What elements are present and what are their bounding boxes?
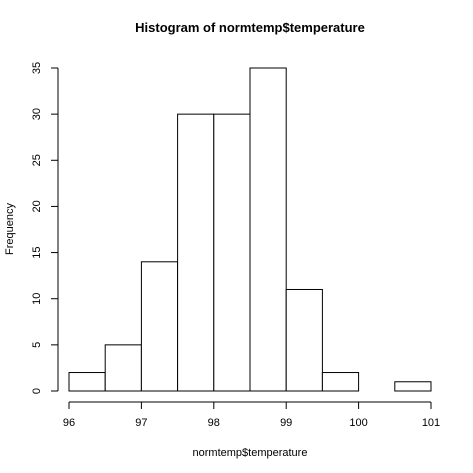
- histogram-bar-0: [68, 372, 106, 392]
- x-tick-label-5: 101: [422, 417, 440, 429]
- bars-group: [68, 67, 432, 392]
- y-tick-label-4: 20: [31, 200, 43, 212]
- y-tick-label-7: 35: [31, 62, 43, 74]
- y-tick-label-6: 30: [31, 108, 43, 120]
- y-tick-label-2: 10: [31, 293, 43, 305]
- histogram-bar-7: [321, 372, 360, 392]
- x-tick-label-1: 97: [135, 417, 147, 429]
- y-tick-label-5: 25: [31, 154, 43, 166]
- x-tick-label-0: 96: [63, 417, 75, 429]
- x-tick-label-2: 98: [208, 417, 220, 429]
- y-axis: 0 5 10 15 20 25 30 35: [31, 62, 59, 394]
- y-tick-label-3: 15: [31, 246, 43, 258]
- histogram-bar-1: [104, 344, 142, 392]
- y-axis-title: Frequency: [4, 203, 16, 255]
- histogram-bar-4: [213, 113, 251, 392]
- histogram-bar-9: [394, 381, 432, 392]
- x-axis: 96 97 98 99 100 101: [63, 401, 440, 429]
- x-axis-title: normtemp$temperature: [193, 447, 308, 459]
- histogram-bar-5: [249, 67, 287, 392]
- histogram-bar-2: [140, 261, 179, 392]
- y-tick-label-1: 5: [31, 342, 43, 348]
- chart-title: Histogram of normtemp$temperature: [135, 20, 365, 35]
- histogram-bar-6: [285, 288, 323, 392]
- x-tick-label-3: 99: [280, 417, 292, 429]
- x-tick-label-4: 100: [349, 417, 367, 429]
- y-tick-label-0: 0: [31, 388, 43, 394]
- histogram-bar-3: [177, 113, 215, 392]
